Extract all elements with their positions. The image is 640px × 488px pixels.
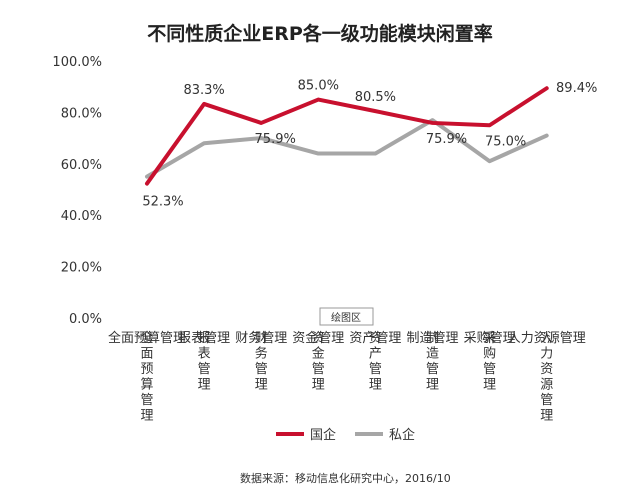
data-label-guoqi: 89.4% [556, 81, 597, 96]
x-tick-label: 资金管理资金管理 [292, 330, 344, 393]
data-label-guoqi: 75.9% [426, 132, 467, 147]
y-axis-ticks: 100.0% 80.0% 60.0% 40.0% 20.0% 0.0% [52, 55, 102, 327]
tooltip-box [319, 307, 374, 326]
y-tick-label: 20.0% [61, 261, 102, 276]
series-line-guoqi [145, 86, 549, 186]
data-label-guoqi: 80.5% [355, 90, 396, 105]
data-label-guoqi: 75.0% [485, 134, 526, 149]
x-axis-ticks: 全面预算管理全面预算管理报表管理报表管理财务管理财务管理资金管理资金管理资产管理… [108, 330, 586, 424]
data-label-guoqi: 83.3% [183, 83, 224, 98]
x-tick-label: 制造管理制造管理 [406, 331, 458, 393]
y-tick-label: 60.0% [61, 158, 102, 173]
data-labels: 52.3% 83.3% 75.9% 85.0% 80.5% 75.9% 75.0% 89.4% [142, 79, 597, 210]
x-tick-label: 财务管理财务管理 [235, 330, 287, 393]
series-line-siqi [145, 118, 549, 179]
y-tick-label: 40.0% [61, 209, 102, 224]
legend-label-siqi: 私企 [389, 427, 415, 443]
tooltip-text: 绘图区 [331, 311, 361, 324]
series-lines [145, 86, 549, 186]
y-tick-label: 80.0% [61, 106, 102, 121]
legend-label-guoqi: 国企 [310, 427, 336, 443]
x-tick-label: 人力资源管理人力资源管理 [508, 331, 586, 424]
y-tick-label: 0.0% [69, 312, 102, 327]
plot-area-tooltip: 绘图区 [319, 307, 374, 326]
x-tick-label: 资产管理资产管理 [349, 331, 401, 393]
chart-title: 不同性质企业ERP各一级功能模块闲置率 [147, 22, 493, 45]
source-note: 数据来源：移动信息化研究中心，2016/10 [240, 471, 451, 485]
y-tick-label: 100.0% [52, 55, 102, 70]
data-label-guoqi: 75.9% [255, 132, 296, 147]
x-tick-label: 报表管理报表管理 [178, 331, 230, 393]
x-tick-label: 全面预算管理全面预算管理 [108, 330, 186, 424]
data-label-guoqi: 52.3% [142, 195, 183, 210]
data-label-guoqi: 85.0% [298, 79, 339, 94]
legend: 国企 私企 [276, 427, 415, 443]
